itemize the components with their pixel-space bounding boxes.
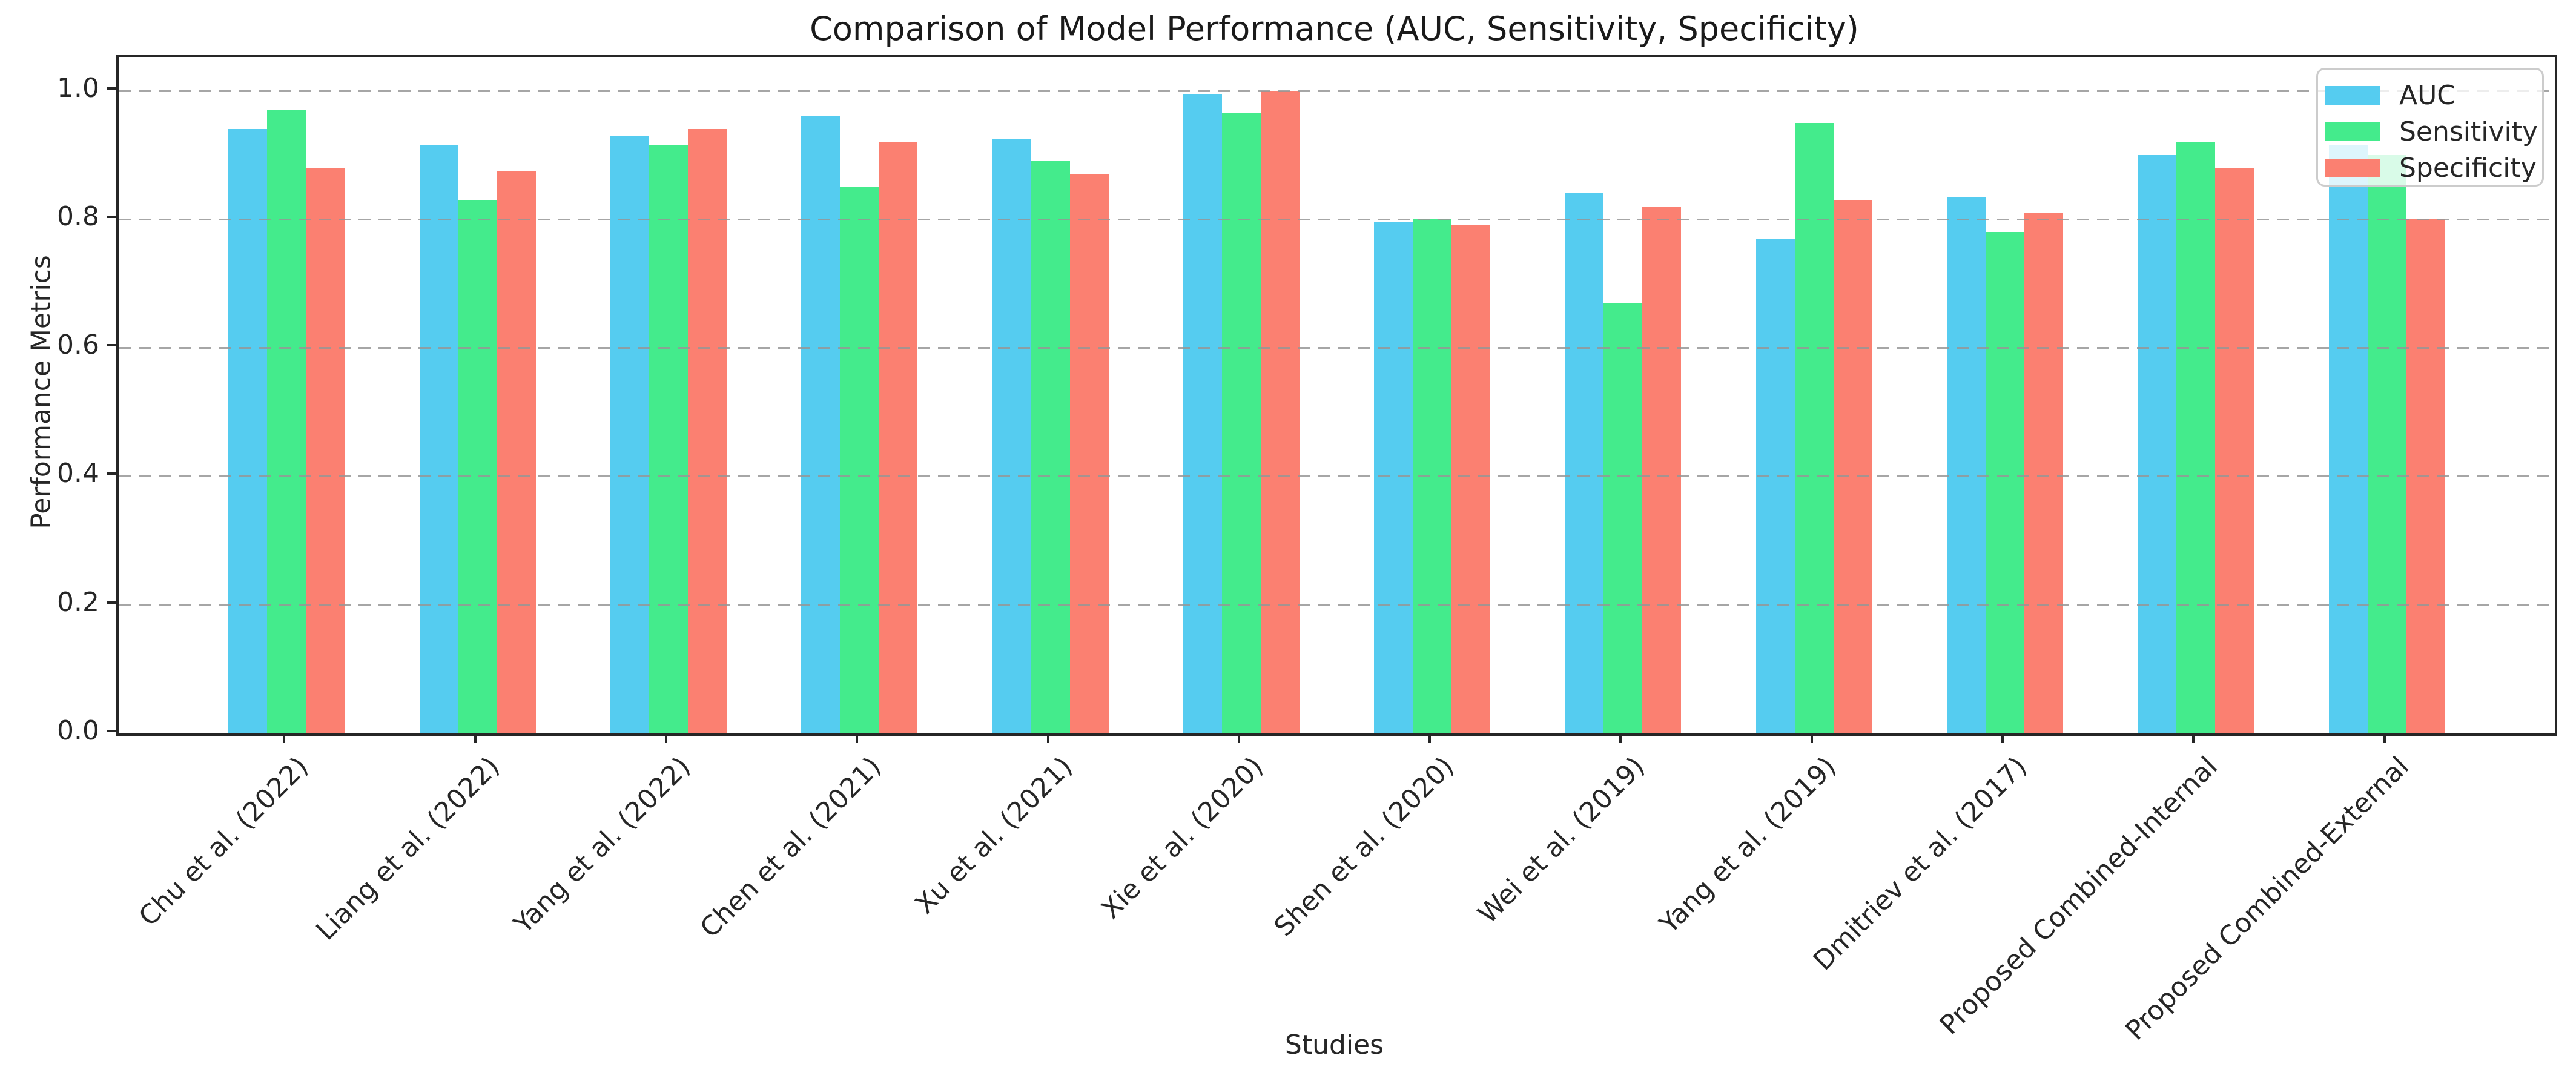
legend-item-auc: AUC [2325, 77, 2542, 113]
legend-item-sensitivity: Sensitivity [2325, 113, 2542, 150]
gridline-0.2 [119, 604, 2555, 606]
x-tick-mark [1619, 733, 1622, 743]
x-tick-mark [1428, 733, 1431, 743]
y-tick-label: 1.0 [57, 73, 99, 104]
bar-specificity-3 [879, 142, 917, 733]
bar-auc-6 [1374, 222, 1413, 733]
bar-auc-1 [420, 145, 458, 733]
x-tick-mark [665, 733, 667, 743]
x-tick-label-2: Yang et al. (2022) [507, 751, 697, 940]
x-axis-label: Studies [1284, 1030, 1384, 1060]
bar-sensitivity-5 [1222, 113, 1261, 733]
x-tick-label-1: Liang et al. (2022) [310, 751, 506, 947]
bar-auc-9 [1947, 197, 1986, 733]
bar-specificity-7 [1642, 207, 1681, 733]
bar-sensitivity-3 [840, 187, 879, 733]
bar-auc-4 [992, 139, 1031, 733]
gridline-1.0 [119, 90, 2555, 92]
bar-auc-5 [1183, 94, 1222, 733]
bar-specificity-8 [1834, 200, 1872, 733]
bar-sensitivity-4 [1031, 161, 1070, 733]
bar-specificity-2 [688, 129, 727, 733]
bar-specificity-1 [497, 171, 536, 733]
x-tick-mark [2383, 733, 2386, 743]
bar-specificity-6 [1451, 225, 1490, 733]
bar-auc-10 [2138, 155, 2176, 733]
gridline-0.4 [119, 475, 2555, 477]
x-tick-label-7: Wei et al. (2019) [1472, 751, 1651, 930]
legend-label-sensitivity: Sensitivity [2399, 116, 2538, 147]
x-tick-mark [1047, 733, 1049, 743]
y-tick-mark [107, 87, 116, 90]
x-tick-mark [2001, 733, 2004, 743]
x-tick-label-5: Xie et al. (2020) [1095, 751, 1270, 925]
y-tick-label: 0.2 [57, 587, 99, 618]
y-tick-mark [107, 472, 116, 475]
chart-title: Comparison of Model Performance (AUC, Se… [810, 10, 1859, 48]
legend-label-auc: AUC [2399, 79, 2456, 111]
x-tick-mark [474, 733, 477, 743]
bar-sensitivity-8 [1795, 123, 1834, 733]
y-axis-label: Performance Metrics [25, 255, 57, 529]
bar-auc-0 [228, 129, 267, 733]
legend-swatch-sensitivity [2325, 122, 2380, 141]
y-tick-label: 0.4 [57, 458, 99, 489]
bar-sensitivity-11 [2368, 155, 2406, 733]
bar-sensitivity-7 [1603, 303, 1642, 733]
bar-auc-2 [610, 136, 649, 733]
bar-auc-11 [2329, 145, 2368, 733]
y-tick-mark [107, 730, 116, 732]
x-tick-mark [1238, 733, 1240, 743]
bar-sensitivity-9 [1986, 232, 2024, 733]
x-tick-mark [2192, 733, 2195, 743]
y-tick-mark [107, 601, 116, 604]
bar-sensitivity-0 [267, 110, 306, 733]
x-tick-label-4: Xu et al. (2021) [909, 751, 1079, 921]
x-tick-label-0: Chu et al. (2022) [133, 751, 315, 933]
bar-sensitivity-1 [458, 200, 497, 733]
y-tick-mark [107, 344, 116, 346]
bar-specificity-4 [1070, 174, 1109, 733]
bar-specificity-10 [2215, 168, 2254, 733]
plot-area [116, 55, 2557, 736]
bar-sensitivity-2 [649, 145, 688, 733]
bar-sensitivity-10 [2176, 142, 2215, 733]
legend-swatch-auc [2325, 85, 2380, 105]
y-tick-label: 0.8 [57, 201, 99, 232]
x-tick-label-9: Dmitriev et al. (2017) [1807, 751, 2033, 977]
bar-specificity-0 [306, 168, 345, 733]
x-tick-label-6: Shen et al. (2020) [1268, 751, 1461, 943]
bar-auc-8 [1756, 239, 1795, 733]
x-tick-mark [1811, 733, 1813, 743]
legend-item-specificity: Specificity [2325, 150, 2542, 186]
x-tick-label-3: Chen et al. (2021) [694, 751, 888, 944]
bar-auc-7 [1565, 193, 1603, 733]
y-tick-mark [107, 216, 116, 218]
bar-specificity-5 [1261, 91, 1300, 733]
x-tick-mark [283, 733, 285, 743]
x-tick-mark [856, 733, 858, 743]
legend: AUC Sensitivity Specificity [2316, 68, 2544, 187]
x-tick-label-8: Yang et al. (2019) [1653, 751, 1843, 940]
legend-label-specificity: Specificity [2399, 152, 2537, 184]
bar-specificity-9 [2024, 213, 2063, 733]
gridline-0.6 [119, 347, 2555, 349]
gridline-0.8 [119, 219, 2555, 220]
y-tick-label: 0.0 [57, 715, 99, 746]
y-tick-label: 0.6 [57, 329, 99, 360]
legend-swatch-specificity [2325, 158, 2380, 177]
bar-auc-3 [801, 116, 840, 733]
